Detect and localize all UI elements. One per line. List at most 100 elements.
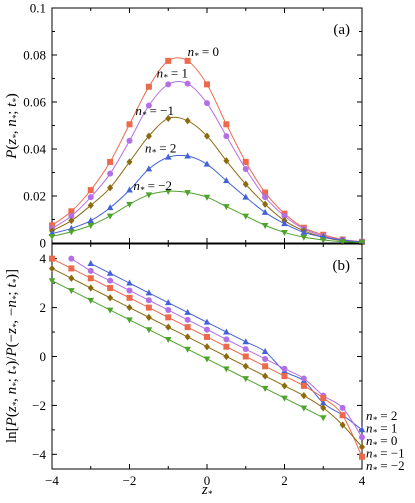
data-point: [358, 426, 366, 433]
data-point: [164, 188, 172, 195]
y-axis-label-a: P(z*, n*; t*): [4, 93, 21, 160]
data-point: [87, 267, 94, 274]
data-point: [126, 186, 133, 193]
data-point: [145, 327, 153, 334]
panel-label: (b): [333, 258, 351, 274]
data-point: [281, 395, 288, 402]
data-point: [106, 307, 114, 314]
data-point: [359, 434, 365, 441]
series-nm2: [48, 278, 327, 422]
y-tick-label: 0: [40, 349, 47, 364]
data-point: [126, 317, 133, 324]
data-point: [204, 100, 210, 107]
legend-entry: n* = −1: [366, 446, 405, 463]
data-point: [242, 158, 249, 165]
data-point: [87, 275, 94, 282]
y-axis-label-b: ln[P(z*, n*; t*)/P(−z*, −n*; t*)]: [4, 269, 21, 443]
series-n0: [49, 57, 365, 245]
data-point: [87, 194, 94, 201]
data-point: [126, 121, 133, 128]
data-point: [48, 278, 56, 285]
series-label-a: n* = 0: [188, 44, 219, 61]
data-point: [204, 81, 210, 88]
data-point: [300, 375, 307, 382]
data-point: [184, 80, 191, 87]
series-nm1: [49, 114, 365, 246]
data-point: [126, 303, 133, 312]
data-point: [223, 204, 230, 211]
data-point: [107, 184, 114, 192]
data-point: [184, 324, 191, 331]
data-point: [262, 355, 269, 362]
data-point: [339, 412, 346, 419]
data-point: [184, 346, 191, 353]
data-point: [223, 366, 230, 373]
data-point: [68, 212, 75, 219]
series-nm2: [48, 188, 366, 247]
data-point: [281, 382, 288, 390]
data-point: [281, 212, 288, 219]
y-tick-label: 4: [40, 251, 47, 266]
legend-entry: n* = 2: [366, 408, 397, 425]
y-tick-label: 0.02: [23, 189, 46, 204]
data-point: [107, 285, 114, 292]
data-point: [87, 201, 94, 209]
data-point: [223, 336, 230, 343]
data-point: [68, 288, 75, 295]
data-point: [242, 193, 250, 200]
x-tick-label: −2: [123, 473, 137, 488]
x-tick-label: 4: [359, 473, 366, 488]
series-label-a: n* = −2: [133, 178, 172, 195]
data-point: [242, 353, 249, 360]
y-tick-label: 0.04: [23, 142, 46, 157]
data-point: [261, 208, 269, 215]
y-tick-label: 0.1: [30, 1, 46, 16]
data-point: [68, 217, 75, 225]
data-point: [223, 121, 230, 128]
data-point: [107, 277, 114, 284]
data-point: [184, 57, 191, 64]
data-point: [126, 137, 133, 144]
panel-label: (a): [333, 22, 350, 38]
data-point: [242, 338, 250, 345]
data-point: [68, 274, 75, 282]
data-point: [145, 297, 152, 304]
plot-frame: [51, 243, 363, 470]
data-point: [242, 346, 249, 353]
data-point: [223, 352, 230, 361]
data-point: [106, 213, 114, 220]
data-point: [262, 194, 269, 201]
data-point: [339, 239, 346, 246]
y-tick-label: −2: [32, 398, 46, 413]
data-point: [87, 284, 94, 292]
data-point: [184, 308, 191, 315]
data-point: [320, 404, 327, 412]
data-point: [165, 114, 172, 123]
data-point: [145, 289, 153, 296]
data-point: [106, 269, 114, 276]
series-n0: [49, 255, 365, 460]
data-point: [165, 307, 172, 314]
data-point: [339, 421, 346, 429]
data-point: [184, 117, 191, 125]
data-point: [300, 228, 308, 235]
series-label-a: n* = −1: [135, 103, 174, 120]
data-point: [165, 323, 172, 331]
data-point: [281, 230, 288, 237]
data-point: [126, 287, 133, 294]
data-point: [68, 265, 75, 272]
data-point: [319, 237, 327, 244]
y-tick-label: −4: [32, 447, 46, 462]
data-point: [126, 279, 133, 286]
data-point: [87, 259, 95, 266]
legend-entry: n* = −2: [366, 458, 405, 475]
data-point: [223, 343, 230, 350]
data-point: [223, 157, 230, 165]
data-point: [262, 363, 269, 370]
data-point: [358, 240, 366, 247]
data-point: [319, 415, 327, 422]
data-point: [262, 189, 269, 196]
data-point: [145, 132, 152, 140]
